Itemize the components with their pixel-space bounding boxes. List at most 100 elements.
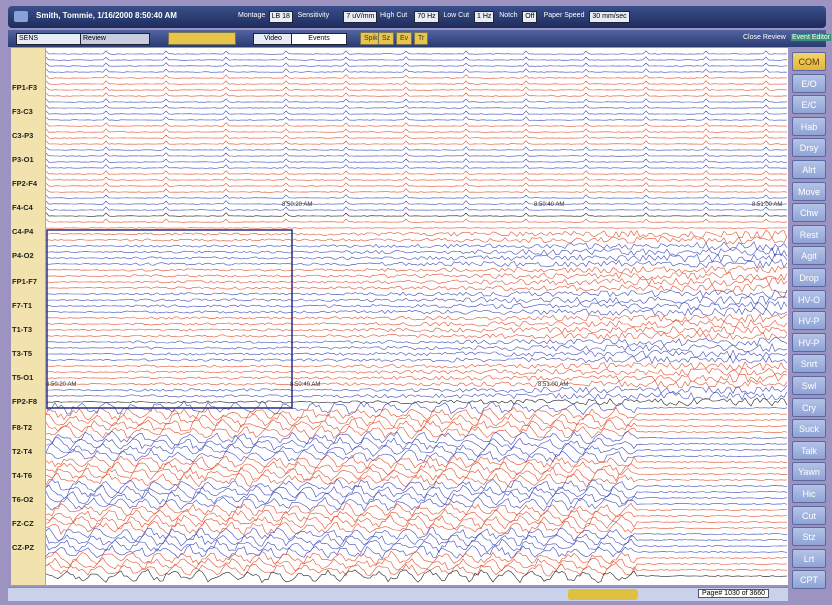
channel-label: CZ-PZ bbox=[12, 543, 35, 552]
timestamp: 8:50:40 AM bbox=[534, 202, 564, 208]
event-button[interactable]: Rest bbox=[792, 224, 826, 244]
eeg-trace bbox=[46, 484, 788, 500]
event-button[interactable]: HV-O bbox=[792, 289, 826, 309]
title-bar: Smith, Tommie, 1/16/2000 8:50:40 AM Mont… bbox=[8, 6, 826, 28]
control-value[interactable]: Off bbox=[522, 11, 538, 23]
marker-button[interactable]: Ev bbox=[396, 32, 413, 45]
event-button[interactable]: CPT bbox=[792, 570, 826, 590]
eeg-trace bbox=[46, 319, 788, 329]
event-button[interactable]: Snrt bbox=[792, 354, 826, 374]
review-box[interactable]: Review bbox=[80, 33, 150, 45]
eeg-trace bbox=[46, 502, 788, 518]
event-button[interactable]: Alrt bbox=[792, 160, 826, 179]
eeg-trace bbox=[46, 478, 788, 494]
channel-label: F8-T2 bbox=[12, 423, 33, 432]
event-button[interactable]: Drsy bbox=[792, 138, 826, 158]
event-button[interactable]: Chw bbox=[792, 203, 826, 223]
close-review[interactable]: Close Review bbox=[743, 34, 786, 41]
nav-arrows[interactable] bbox=[168, 32, 236, 45]
eeg-trace bbox=[46, 544, 788, 560]
status-bar: Page# 1030 of 3660 bbox=[8, 587, 788, 601]
playback-controls[interactable] bbox=[568, 589, 638, 600]
event-button[interactable]: HV-P bbox=[792, 311, 826, 331]
eeg-trace bbox=[46, 454, 787, 470]
event-button[interactable]: Hab bbox=[792, 116, 826, 136]
marker-button[interactable]: Sz bbox=[378, 32, 395, 45]
control-value[interactable]: 7 uV/mm bbox=[343, 11, 378, 23]
control-value[interactable]: 30 mm/sec bbox=[589, 11, 630, 23]
channel-label: F4-C4 bbox=[12, 203, 33, 212]
sens-box[interactable]: SENS bbox=[16, 33, 82, 45]
eeg-trace bbox=[46, 182, 788, 187]
tab[interactable]: Video bbox=[253, 33, 293, 45]
eeg-trace bbox=[46, 235, 788, 245]
event-editor[interactable]: Event Editor bbox=[791, 34, 832, 41]
eeg-trace bbox=[46, 283, 788, 293]
control-label: Paper Speed bbox=[543, 12, 585, 19]
eeg-trace bbox=[46, 56, 787, 61]
channel-label: F3-C3 bbox=[12, 107, 33, 116]
eeg-trace bbox=[46, 301, 788, 311]
event-button[interactable]: Swl bbox=[792, 376, 826, 395]
control-value[interactable]: 70 Hz bbox=[414, 11, 439, 23]
channel-label: T2-T4 bbox=[12, 447, 33, 456]
eeg-trace bbox=[46, 146, 788, 151]
eeg-trace bbox=[46, 521, 788, 536]
channel-label: T3-T5 bbox=[12, 349, 33, 358]
channel-label: C3-P3 bbox=[12, 131, 34, 140]
eeg-trace bbox=[46, 170, 788, 175]
event-buttons: COM E/O E/C Hab Drsy Alrt Move Chw Rest Agit Drop H… bbox=[790, 52, 828, 592]
eeg-trace bbox=[46, 218, 788, 223]
eeg-trace bbox=[46, 140, 787, 145]
eeg-trace bbox=[46, 473, 788, 488]
event-button[interactable]: Lrt bbox=[792, 548, 826, 568]
event-button[interactable]: HV-P bbox=[792, 332, 826, 352]
eeg-trace bbox=[46, 526, 787, 542]
timestamp: 8:50:40 AM bbox=[290, 382, 320, 388]
eeg-trace bbox=[46, 110, 787, 115]
eeg-trace bbox=[46, 391, 788, 401]
eeg-trace bbox=[46, 200, 788, 205]
channel-label: FP1-F3 bbox=[12, 83, 38, 92]
event-button[interactable]: COM bbox=[792, 52, 826, 71]
event-button[interactable]: Stz bbox=[792, 527, 826, 547]
eeg-trace bbox=[46, 532, 788, 547]
channel-label: T1-T3 bbox=[12, 325, 33, 334]
control-label: Low Cut bbox=[443, 12, 470, 19]
event-button[interactable]: Yawn bbox=[792, 462, 826, 482]
channel-label: T6-O2 bbox=[12, 495, 34, 504]
eeg-trace bbox=[46, 337, 788, 347]
timestamp: 8:51:00 AM bbox=[538, 382, 568, 388]
event-button[interactable]: Suck bbox=[792, 419, 826, 439]
event-button[interactable]: E/O bbox=[792, 73, 826, 93]
control-value[interactable]: LB 18 bbox=[268, 11, 293, 23]
eeg-trace bbox=[46, 258, 788, 269]
event-button[interactable]: Cut bbox=[792, 505, 826, 525]
event-button[interactable]: Agit bbox=[792, 246, 826, 266]
menu-icon[interactable] bbox=[14, 11, 28, 22]
event-button[interactable]: E/C bbox=[792, 95, 826, 115]
eeg-trace bbox=[46, 538, 788, 554]
marker-button[interactable]: Tr bbox=[414, 32, 429, 45]
eeg-trace bbox=[46, 206, 788, 211]
eeg-trace bbox=[46, 397, 788, 407]
eeg-trace bbox=[46, 295, 788, 306]
event-button[interactable]: Drop bbox=[792, 268, 826, 287]
event-button[interactable]: Talk bbox=[792, 440, 826, 460]
event-button[interactable]: Hic bbox=[792, 484, 826, 503]
channel-label: T4-T6 bbox=[12, 471, 33, 480]
event-button[interactable]: Cry bbox=[792, 397, 826, 417]
eeg-trace bbox=[46, 569, 788, 584]
control-label: High Cut bbox=[380, 12, 408, 19]
eeg-trace bbox=[46, 430, 788, 446]
control-value[interactable]: 1 Hz bbox=[474, 11, 495, 23]
eeg-trace bbox=[46, 227, 788, 229]
eeg-trace bbox=[46, 92, 788, 97]
channel-label: P4-O2 bbox=[12, 251, 34, 260]
page-info: Page# 1030 of 3660 bbox=[698, 589, 770, 598]
channel-label: FP1-F7 bbox=[12, 277, 38, 286]
eeg-trace bbox=[46, 68, 788, 73]
tab[interactable]: Events bbox=[291, 33, 347, 45]
event-button[interactable]: Move bbox=[792, 181, 826, 201]
eeg-trace bbox=[46, 355, 788, 365]
